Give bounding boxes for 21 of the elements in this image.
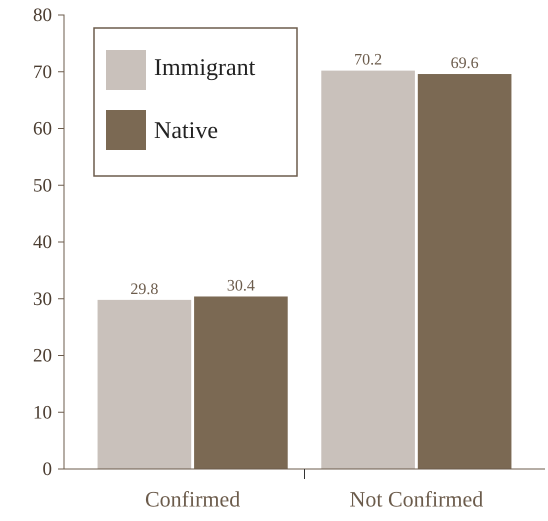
y-tick-label: 40: [33, 232, 52, 254]
data-label: 29.8: [130, 280, 158, 298]
y-tick-label: 80: [33, 5, 52, 26]
y-tick-label: 10: [33, 402, 52, 424]
x-tick-label: Confirmed: [144, 486, 240, 512]
data-label: 30.4: [226, 277, 255, 294]
y-tick-label: 30: [33, 288, 52, 310]
x-tick-label: Not Confirmed: [349, 486, 484, 512]
data-label: 69.6: [450, 55, 479, 72]
data-label: 70.2: [354, 52, 382, 69]
bar: [194, 296, 288, 469]
bar: [98, 300, 192, 469]
y-tick-label: 50: [33, 175, 52, 196]
legend-label: Immigrant: [154, 55, 256, 81]
bar: [418, 74, 512, 469]
bar: [321, 70, 415, 469]
legend-label: Native: [154, 118, 218, 144]
y-tick-label: 60: [33, 118, 52, 140]
y-tick-label: 0: [42, 459, 52, 480]
y-tick-label: 20: [33, 346, 52, 367]
y-tick-label: 70: [33, 62, 52, 83]
